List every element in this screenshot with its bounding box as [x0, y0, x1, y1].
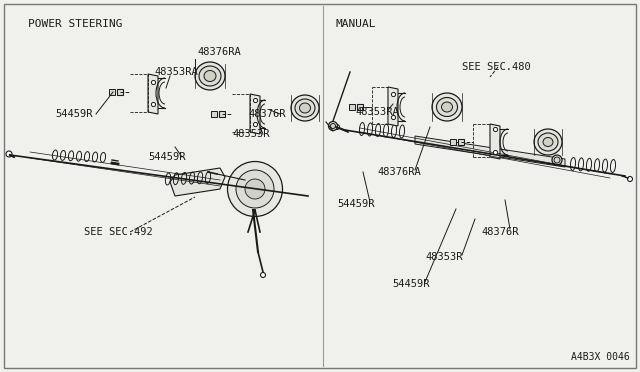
Ellipse shape: [552, 155, 562, 165]
Ellipse shape: [543, 138, 553, 147]
Polygon shape: [388, 87, 398, 126]
Ellipse shape: [227, 161, 282, 217]
Text: MANUAL: MANUAL: [335, 19, 376, 29]
Ellipse shape: [291, 95, 319, 121]
Text: 48376RA: 48376RA: [197, 47, 241, 57]
Polygon shape: [490, 124, 500, 159]
Ellipse shape: [627, 176, 632, 182]
Ellipse shape: [432, 93, 462, 121]
Ellipse shape: [6, 151, 12, 157]
Polygon shape: [148, 74, 158, 114]
Text: 48353R: 48353R: [425, 252, 463, 262]
Ellipse shape: [330, 124, 335, 128]
Text: 54459R: 54459R: [55, 109, 93, 119]
Ellipse shape: [195, 62, 225, 90]
Polygon shape: [415, 136, 565, 167]
Polygon shape: [170, 168, 225, 196]
Ellipse shape: [436, 97, 458, 116]
Ellipse shape: [442, 102, 452, 112]
Ellipse shape: [554, 157, 560, 163]
Text: SEE SEC.480: SEE SEC.480: [462, 62, 531, 72]
Ellipse shape: [328, 122, 337, 131]
Text: SEE SEC.492: SEE SEC.492: [84, 227, 153, 237]
Text: 54459R: 54459R: [337, 199, 374, 209]
Ellipse shape: [204, 71, 216, 81]
Text: 54459R: 54459R: [148, 152, 186, 162]
Ellipse shape: [236, 170, 274, 208]
Ellipse shape: [534, 129, 562, 155]
Text: 48353R: 48353R: [232, 129, 269, 139]
Text: 54459R: 54459R: [392, 279, 429, 289]
Ellipse shape: [245, 179, 265, 199]
Ellipse shape: [300, 103, 310, 113]
Ellipse shape: [295, 99, 315, 117]
Polygon shape: [250, 94, 260, 134]
Text: 48376RA: 48376RA: [377, 167, 420, 177]
Ellipse shape: [260, 273, 266, 278]
Ellipse shape: [199, 66, 221, 86]
Text: POWER STEERING: POWER STEERING: [28, 19, 122, 29]
Ellipse shape: [335, 125, 339, 129]
Text: 48376R: 48376R: [248, 109, 285, 119]
Ellipse shape: [538, 133, 558, 151]
Text: 48376R: 48376R: [481, 227, 518, 237]
Text: 48353RA: 48353RA: [154, 67, 198, 77]
Text: A4B3X 0046: A4B3X 0046: [572, 352, 630, 362]
Text: 48353RA: 48353RA: [355, 107, 399, 117]
